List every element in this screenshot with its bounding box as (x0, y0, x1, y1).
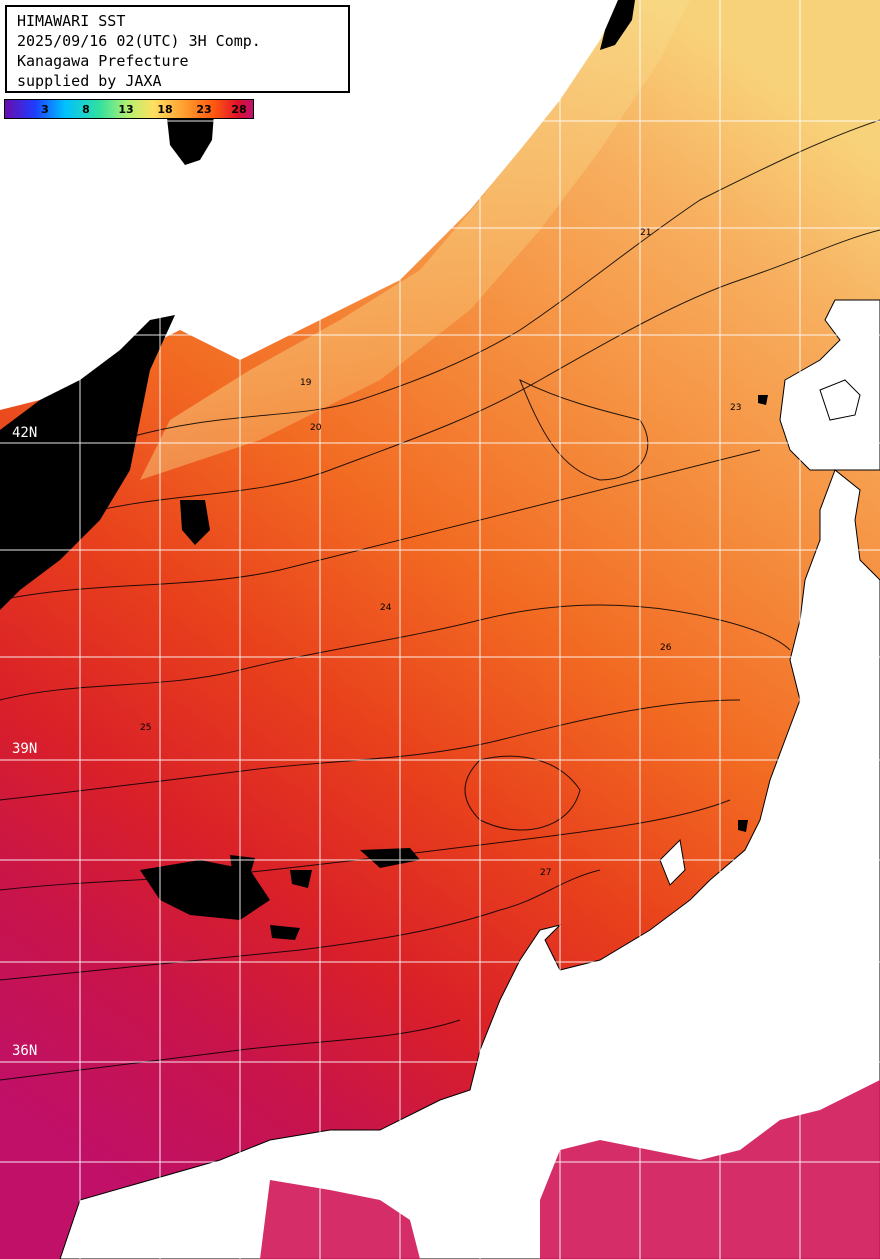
contour-label: 24 (380, 603, 392, 613)
contour-label: 19 (300, 378, 312, 388)
contour-label: 21 (640, 228, 651, 238)
lat-label-36n: 36N (12, 1043, 38, 1059)
lat-label-39n: 39N (12, 741, 38, 757)
colorbar-tick: 23 (196, 103, 212, 116)
title-datetime: 2025/09/16 02(UTC) 3H Comp. (17, 32, 261, 50)
map-title-box: HIMAWARI SST 2025/09/16 02(UTC) 3H Comp.… (5, 5, 350, 93)
contour-label: 25 (140, 723, 151, 733)
colorbar-tick: 8 (82, 103, 90, 116)
title-prefecture: Kanagawa Prefecture (17, 52, 189, 70)
title-supplier: supplied by JAXA (17, 72, 162, 90)
colorbar-tick: 28 (231, 103, 247, 116)
colorbar-tick: 3 (41, 103, 49, 116)
lat-label-42n: 42N (12, 425, 38, 441)
contour-label: 27 (540, 868, 551, 878)
cloud-mask (0, 0, 768, 940)
colorbar-tick: 13 (118, 103, 134, 116)
contour-value-labels: 19 20 21 22 23 24 25 26 27 (60, 228, 741, 878)
warm-coastal-sea (260, 1080, 880, 1259)
contour-label: 22 (60, 513, 71, 523)
contour-label: 20 (310, 423, 322, 433)
title-product: HIMAWARI SST (17, 12, 126, 30)
colorbar-tick: 18 (157, 103, 173, 116)
contour-label: 23 (730, 403, 741, 413)
coastal-cool-band (140, 0, 690, 480)
temperature-colorbar: 3 8 13 18 23 28 (4, 99, 254, 119)
contour-label: 26 (660, 643, 672, 653)
